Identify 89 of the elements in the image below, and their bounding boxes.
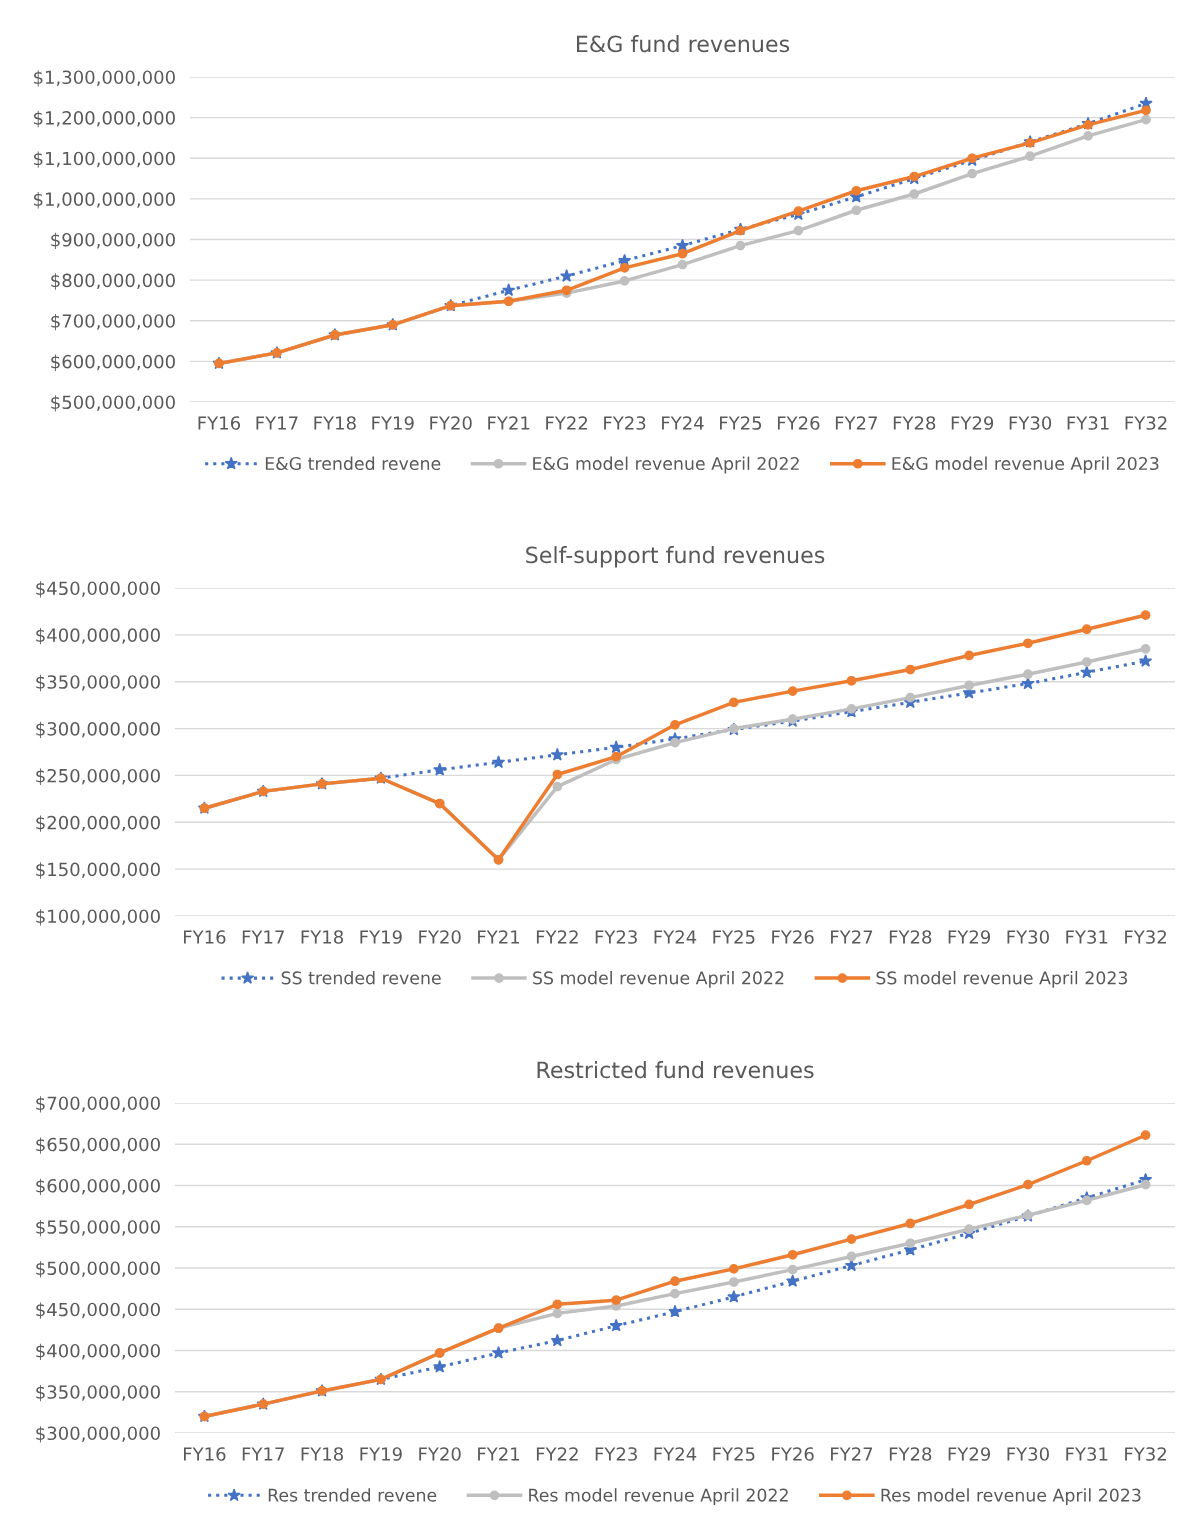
x-tick-label: FY27 (835, 416, 877, 430)
x-tick-label: FY17 (242, 930, 284, 944)
x-tick-label: FY25 (713, 1447, 755, 1461)
x-tick-label: FY16 (183, 930, 226, 944)
x-tick-label: FY20 (419, 1447, 461, 1461)
x-tick-label: FY18 (301, 1447, 344, 1461)
legend-label: SS model revenue April 2023 (876, 970, 1128, 988)
x-tick-label: FY32 (1125, 930, 1166, 944)
y-tick-label: $450,000,000 (36, 581, 160, 598)
x-tick-label: FY21 (478, 1447, 520, 1461)
y-tick-label: $350,000,000 (36, 1384, 160, 1402)
x-tick-label: FY20 (419, 930, 461, 944)
x-tick-label: FY29 (948, 930, 991, 944)
y-tick-label: $550,000,000 (36, 1219, 160, 1237)
x-tick-label: FY29 (948, 1447, 991, 1461)
x-tick-label: FY26 (772, 1447, 814, 1461)
y-tick-label: $300,000,000 (36, 721, 160, 739)
y-tick-label: $400,000,000 (36, 628, 160, 645)
y-tick-label: $1,300,000,000 (34, 70, 175, 87)
x-tick-label: FY23 (595, 930, 637, 944)
chart-title: E&G fund revenues (577, 35, 790, 53)
y-tick-label: $650,000,000 (36, 1137, 160, 1154)
legend-label: E&G model revenue April 2023 (892, 456, 1159, 474)
y-tick-label: $300,000,000 (36, 1426, 160, 1443)
y-tick-label: $500,000,000 (36, 1261, 160, 1278)
x-tick-label: FY26 (772, 930, 814, 944)
y-tick-label: $600,000,000 (51, 354, 175, 371)
y-tick-label: $500,000,000 (51, 395, 175, 412)
x-tick-label: FY24 (662, 416, 704, 430)
x-tick-label: FY22 (536, 930, 578, 944)
x-tick-label: FY28 (893, 416, 936, 430)
x-tick-label: FY17 (242, 1447, 284, 1461)
legend-label: Res model revenue April 2022 (529, 1488, 788, 1506)
legend-label: E&G model revenue April 2022 (533, 456, 799, 474)
y-tick-label: $1,000,000,000 (34, 192, 175, 209)
x-tick-label: FY30 (1007, 1447, 1049, 1461)
x-tick-label: FY20 (430, 416, 472, 430)
x-tick-label: FY23 (595, 1447, 637, 1461)
x-tick-label: FY19 (360, 930, 402, 944)
legend-label: SS model revenue April 2022 (533, 970, 784, 988)
legend-label: Res trended revene (268, 1488, 437, 1502)
x-tick-label: FY32 (1125, 1447, 1166, 1461)
y-tick-label: $600,000,000 (36, 1178, 160, 1196)
y-tick-label: $400,000,000 (36, 1343, 160, 1361)
y-tick-label: $100,000,000 (36, 909, 160, 926)
y-tick-label: $1,100,000,000 (34, 151, 175, 168)
x-tick-label: FY24 (654, 930, 697, 944)
x-tick-label: FY30 (1007, 930, 1049, 944)
x-tick-label: FY31 (1067, 416, 1109, 430)
x-tick-label: FY18 (301, 930, 344, 944)
y-tick-label: $200,000,000 (36, 815, 160, 832)
y-tick-label: $450,000,000 (36, 1302, 160, 1319)
y-tick-label: $900,000,000 (51, 232, 175, 250)
x-tick-label: FY18 (314, 416, 356, 430)
x-tick-label: FY19 (372, 416, 414, 430)
x-tick-label: FY28 (889, 1447, 932, 1461)
x-tick-label: FY24 (654, 1447, 697, 1461)
x-tick-label: FY16 (183, 1447, 226, 1461)
y-tick-label: $700,000,000 (36, 1096, 160, 1113)
legend-label: Res model revenue April 2023 (881, 1488, 1141, 1506)
x-tick-label: FY21 (488, 416, 530, 430)
x-tick-label: FY21 (478, 930, 520, 944)
x-tick-label: FY27 (831, 1447, 873, 1461)
y-tick-label: $1,200,000,000 (34, 110, 175, 128)
y-tick-label: $350,000,000 (36, 674, 160, 692)
legend-label: E&G trended revene (265, 456, 441, 471)
x-tick-label: FY30 (1009, 416, 1052, 430)
y-tick-label: $150,000,000 (36, 862, 160, 879)
x-tick-label: FY16 (198, 416, 241, 430)
chart-title: Restricted fund revenues (537, 1061, 814, 1079)
x-tick-label: FY25 (713, 930, 755, 944)
y-tick-label: $700,000,000 (51, 313, 175, 331)
y-tick-label: $250,000,000 (36, 768, 160, 785)
x-tick-label: FY27 (831, 930, 873, 944)
x-tick-label: FY28 (889, 930, 932, 944)
x-tick-label: FY32 (1125, 416, 1167, 430)
x-tick-label: FY31 (1066, 1447, 1108, 1461)
x-tick-label: FY23 (604, 416, 646, 430)
x-tick-label: FY22 (536, 1447, 578, 1461)
x-tick-label: FY25 (720, 416, 762, 430)
x-tick-label: FY22 (546, 416, 587, 430)
x-tick-label: FY31 (1066, 930, 1108, 944)
x-tick-label: FY17 (256, 416, 298, 430)
x-tick-label: FY29 (951, 416, 994, 430)
chart-title: Self-support fund revenues (526, 546, 825, 568)
legend-label: SS trended revene (281, 970, 441, 985)
x-tick-label: FY19 (360, 1447, 402, 1461)
x-tick-label: FY26 (777, 416, 820, 430)
y-tick-label: $800,000,000 (51, 273, 175, 290)
